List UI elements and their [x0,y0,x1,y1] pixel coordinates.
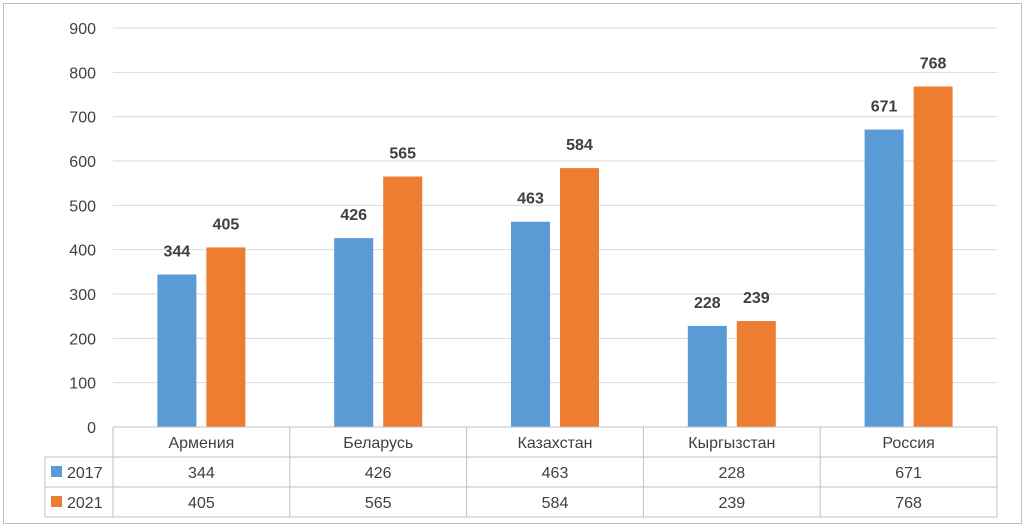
data-label: 584 [566,137,593,154]
data-label: 463 [517,191,544,208]
data-label: 344 [164,243,191,260]
bar-2017-1 [334,238,374,427]
data-label: 671 [871,99,898,116]
y-tick-label: 400 [69,243,96,260]
table-cell: 228 [718,465,745,482]
data-label: 565 [389,146,416,163]
legend-key-2021 [51,496,62,507]
table-cell: 405 [188,495,215,512]
table-cell: 239 [718,495,745,512]
data-label: 228 [694,295,721,312]
bar-2021-1 [383,176,423,427]
data-label: 239 [743,290,770,307]
bar-2021-2 [560,168,599,428]
category-label: Казахстан [518,435,593,452]
bar-2017-4 [864,129,904,428]
data-label: 405 [213,216,240,233]
category-label: Беларусь [343,435,413,452]
table-cell: 426 [365,465,392,482]
table-cell: 344 [188,465,215,482]
table-cell: 768 [895,495,922,512]
data-label: 426 [340,207,367,224]
bar-2021-0 [206,247,246,427]
bar-2017-0 [157,274,197,427]
y-tick-label: 300 [69,287,96,304]
table-cell: 584 [542,495,569,512]
legend-label: 2017 [67,465,103,482]
y-tick-label: 700 [69,110,96,127]
table-cell: 463 [542,465,569,482]
bar-2017-3 [687,325,727,427]
chart-frame [3,3,1022,524]
category-label: Россия [882,435,934,452]
category-label: Армения [168,435,234,452]
bar-2017-2 [511,221,550,427]
y-tick-label: 900 [69,21,96,38]
bar-2021-3 [736,321,776,427]
y-tick-label: 500 [69,198,96,215]
y-tick-label: 600 [69,154,96,171]
table-cell: 565 [365,495,392,512]
y-tick-label: 0 [87,420,96,437]
y-tick-label: 200 [69,331,96,348]
table-cell: 671 [895,465,922,482]
legend-key-2017 [51,466,62,477]
legend-label: 2021 [67,495,103,512]
category-label: Кыргызстан [688,435,775,452]
bar-2021-4 [913,86,953,428]
data-label: 768 [920,56,947,73]
y-tick-label: 800 [69,65,96,82]
y-tick-label: 100 [69,376,96,393]
